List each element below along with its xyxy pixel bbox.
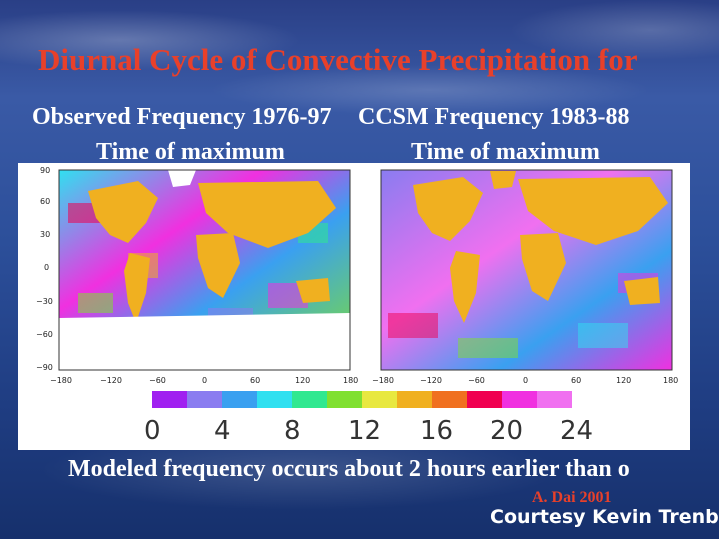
colorbar bbox=[152, 391, 572, 408]
obs-lat-tick: −90 bbox=[36, 363, 53, 372]
obs-lat-tick: −60 bbox=[36, 330, 53, 339]
slide-title: Diurnal Cycle of Convective Precipitatio… bbox=[38, 42, 638, 77]
obs-lon-tick: 120 bbox=[295, 376, 310, 385]
model-map-noise bbox=[388, 273, 658, 358]
obs-lon-tick: −60 bbox=[149, 376, 166, 385]
colorbar-swatch bbox=[222, 391, 257, 408]
model-lon-tick: −120 bbox=[420, 376, 442, 385]
model-map-frame bbox=[380, 169, 673, 371]
colorbar-swatch bbox=[152, 391, 187, 408]
colorbar-swatch bbox=[467, 391, 502, 408]
obs-lon-tick: 0 bbox=[202, 376, 207, 385]
model-south-america bbox=[450, 251, 480, 323]
colorbar-swatch bbox=[432, 391, 467, 408]
observed-south-america bbox=[124, 253, 150, 323]
colorbar-label: 20 bbox=[490, 416, 523, 446]
observed-greenland bbox=[168, 170, 196, 187]
obs-lon-tick: 180 bbox=[343, 376, 358, 385]
colorbar-swatch bbox=[327, 391, 362, 408]
colorbar-swatch bbox=[187, 391, 222, 408]
left-map-heading: Observed Frequency 1976-97 bbox=[32, 104, 332, 130]
colorbar-label: 12 bbox=[348, 416, 381, 446]
right-map-heading: CCSM Frequency 1983-88 bbox=[358, 104, 630, 130]
model-north-america bbox=[413, 177, 483, 241]
obs-lat-tick: 90 bbox=[40, 166, 50, 175]
colorbar-swatch bbox=[257, 391, 292, 408]
obs-lon-tick: −180 bbox=[50, 376, 72, 385]
model-eurasia bbox=[518, 177, 668, 245]
right-map-subheading: Time of maximum bbox=[411, 139, 600, 165]
observed-missing-data bbox=[59, 313, 350, 370]
obs-lat-tick: 30 bbox=[40, 230, 50, 239]
figure-svg: 90 60 30 0 −30 −60 −90 −180 −120 −60 0 6… bbox=[36, 166, 678, 446]
colorbar-label: 8 bbox=[284, 416, 301, 446]
colorbar-swatch bbox=[397, 391, 432, 408]
model-africa bbox=[520, 233, 566, 301]
model-lon-tick: 120 bbox=[616, 376, 631, 385]
model-lon-tick: 180 bbox=[663, 376, 678, 385]
colorbar-swatch bbox=[362, 391, 397, 408]
obs-lat-tick: 60 bbox=[40, 197, 50, 206]
model-lon-tick: −180 bbox=[372, 376, 394, 385]
obs-lon-tick: 60 bbox=[250, 376, 260, 385]
model-lon-tick: −60 bbox=[468, 376, 485, 385]
colorbar-swatch bbox=[537, 391, 572, 408]
colorbar-swatch bbox=[502, 391, 537, 408]
colorbar-label: 4 bbox=[214, 416, 231, 446]
observed-eurasia bbox=[198, 181, 336, 248]
colorbar-label: 24 bbox=[560, 416, 593, 446]
model-greenland bbox=[490, 171, 516, 189]
observed-map-frame bbox=[58, 169, 351, 371]
observed-africa bbox=[196, 233, 240, 298]
model-australia bbox=[624, 277, 660, 305]
model-lon-tick: 0 bbox=[523, 376, 528, 385]
author-credit: A. Dai 2001 bbox=[532, 489, 612, 506]
left-map-subheading: Time of maximum bbox=[96, 139, 285, 165]
figure-panel: 90 60 30 0 −30 −60 −90 −180 −120 −60 0 6… bbox=[18, 163, 690, 450]
model-lon-tick: 60 bbox=[571, 376, 581, 385]
observed-map: 90 60 30 0 −30 −60 −90 −180 −120 −60 0 6… bbox=[36, 166, 358, 385]
obs-lat-tick: 0 bbox=[44, 263, 49, 272]
colorbar-label: 16 bbox=[420, 416, 453, 446]
obs-lat-tick: −30 bbox=[36, 297, 53, 306]
courtesy-credit: Courtesy Kevin Trenbe bbox=[490, 506, 719, 528]
obs-lon-tick: −120 bbox=[100, 376, 122, 385]
colorbar-swatch bbox=[292, 391, 327, 408]
observed-australia bbox=[296, 278, 330, 303]
footer-caption: Modeled frequency occurs about 2 hours e… bbox=[68, 456, 630, 482]
model-map: −180 −120 −60 0 60 120 180 bbox=[372, 169, 678, 385]
observed-north-america bbox=[88, 181, 158, 243]
colorbar-label: 0 bbox=[144, 416, 161, 446]
